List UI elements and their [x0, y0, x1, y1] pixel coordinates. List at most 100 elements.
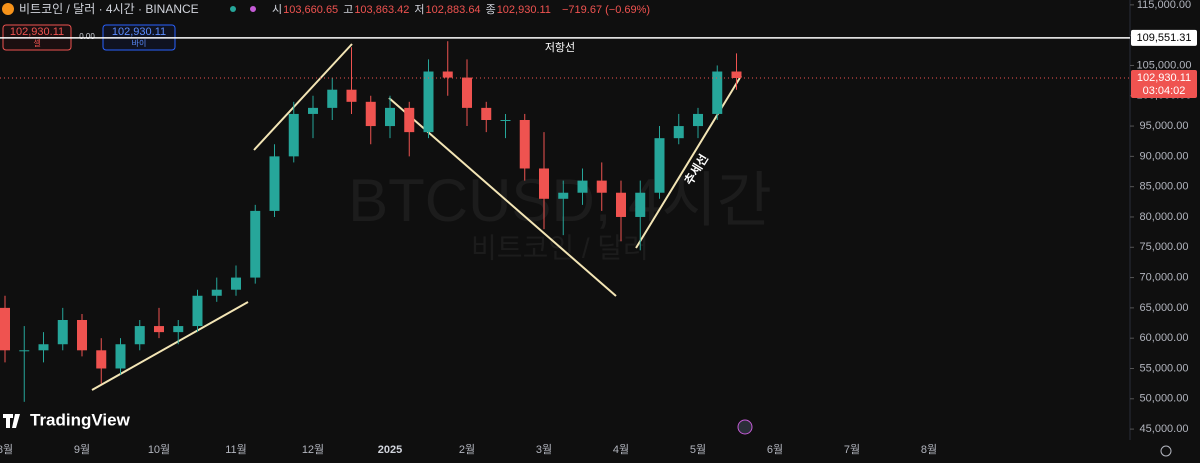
candle-body [519, 120, 530, 169]
candle-body [288, 113, 299, 157]
candle-body [365, 101, 376, 127]
candle-body [462, 77, 472, 108]
candle-body [269, 156, 280, 211]
buy-price: 102,930.11 [112, 26, 166, 38]
candle-body [211, 289, 222, 296]
x-tick-label: 9월 [74, 443, 90, 456]
candle-body [712, 71, 723, 114]
y-tick-label: 45,000.00 [1140, 423, 1189, 435]
candle-body [539, 168, 549, 199]
candle-body [616, 192, 626, 217]
resistance-name: 저항선 [545, 41, 575, 54]
x-tick-label: 8월 [921, 443, 937, 456]
ohlc-label: 시 [272, 4, 282, 16]
x-tick-label: 11월 [225, 443, 247, 456]
logo: TradingView [30, 410, 131, 429]
ohlc-value: 103,863.42 [354, 4, 409, 16]
event-icon[interactable] [737, 419, 753, 435]
watermark: BTCUSD, 4시간 [348, 167, 772, 234]
candle-body [0, 307, 10, 351]
x-tick-label: 5월 [690, 443, 706, 456]
candle-body [115, 344, 126, 369]
last-price-tag [1131, 69, 1197, 98]
y-tick-label: 70,000.00 [1140, 271, 1189, 283]
last-price-label: 102,930.11 [1137, 72, 1191, 84]
spread: 0.00 [79, 32, 95, 41]
candle-body [596, 180, 607, 193]
candle-body [231, 277, 241, 290]
candle-body [57, 320, 68, 345]
sell-label: 셀 [33, 38, 40, 48]
ohlc-label: 저 [414, 3, 424, 16]
ohlc-label: 종 [486, 4, 496, 16]
x-tick-label: 12월 [302, 443, 324, 456]
x-tick-label: 4월 [613, 443, 629, 456]
candle-body [77, 320, 87, 351]
y-tick-label: 75,000.00 [1140, 241, 1189, 253]
candle-body [481, 107, 492, 120]
resistance-tag-label: 109,551.31 [1136, 32, 1191, 44]
candle-body [96, 350, 107, 369]
candle-body [731, 71, 742, 78]
y-tick-label: 105,000.00 [1136, 59, 1191, 71]
coin-icon [2, 3, 14, 15]
candle-body [327, 89, 338, 108]
x-tick-label: 6월 [767, 443, 783, 456]
x-tick-label: 3월 [536, 443, 552, 456]
y-tick-label: 115,000.00 [1137, 0, 1191, 11]
logo-icon [3, 414, 20, 428]
status-dot [230, 6, 236, 12]
countdown: 03:04:02 [1143, 85, 1186, 97]
y-tick-label: 65,000.00 [1140, 302, 1189, 314]
candle-body [423, 71, 434, 133]
x-tick-label: 10월 [148, 443, 170, 456]
change: −719.67 (−0.69%) [562, 4, 650, 16]
candle-body [558, 192, 569, 199]
candle-body [693, 113, 703, 127]
candle-body [134, 326, 145, 345]
sell-price: 102,930.11 [10, 26, 64, 38]
candle-body [38, 344, 49, 351]
ohlc-value: 103,660.65 [283, 4, 338, 16]
trend-line[interactable] [91, 301, 249, 391]
candle-body [173, 326, 184, 333]
candle-body [442, 71, 453, 78]
candle-body [654, 138, 665, 193]
y-tick-label: 90,000.00 [1140, 150, 1189, 162]
candle-body [404, 107, 415, 133]
symbol: 비트코인 / 달러 · 4시간 · BINANCE [19, 2, 199, 16]
ohlc-label: 고 [343, 4, 353, 16]
x-tick-label: 7월 [844, 443, 860, 456]
candle-body [577, 180, 588, 193]
y-tick-label: 80,000.00 [1140, 211, 1189, 223]
candle-body [250, 210, 261, 278]
candle-body [500, 120, 511, 121]
candle-body [673, 126, 684, 139]
candle-body [308, 107, 318, 114]
y-tick-label: 50,000.00 [1140, 393, 1189, 405]
resistance-tag [1131, 29, 1197, 46]
y-tick-label: 95,000.00 [1140, 120, 1189, 132]
status-dot [250, 6, 256, 12]
candle-body [154, 326, 164, 333]
y-tick-label: 85,000.00 [1140, 181, 1189, 193]
x-tick-label: 2025 [378, 444, 402, 456]
trend-line[interactable] [635, 75, 742, 249]
buy-label: 바이 [132, 38, 147, 48]
y-tick-label: 60,000.00 [1140, 332, 1189, 344]
candle-body [19, 350, 30, 352]
ohlc: 시 103,660.65 고 103,863.42 저 102,883.64 종 102,93… [272, 3, 551, 16]
candle-body [346, 89, 357, 102]
x-tick-label: 2월 [459, 443, 475, 456]
trend-line[interactable] [253, 43, 353, 151]
ohlc-value: 102,883.64 [426, 4, 481, 16]
y-tick-label: 55,000.00 [1140, 362, 1189, 374]
ohlc-value: 102,930.11 [497, 4, 551, 16]
candle-body [192, 295, 203, 327]
settings-icon[interactable] [1160, 445, 1172, 457]
candle-body [385, 107, 395, 127]
x-tick-label: 8월 [0, 443, 13, 456]
